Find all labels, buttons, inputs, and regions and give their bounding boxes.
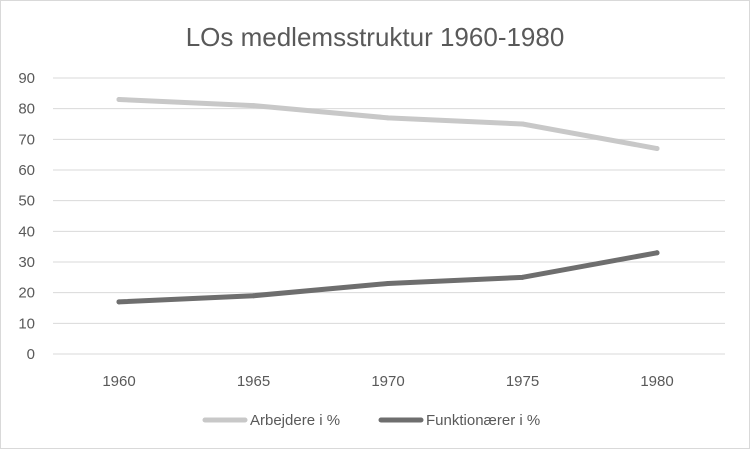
y-tick-label: 50 [18,193,35,210]
series-1-point [385,115,391,121]
series-2-point [385,280,391,286]
legend-label-1: Arbejdere i % [250,412,340,429]
y-tick-label: 90 [18,70,35,87]
x-tick-label: 1970 [371,373,404,390]
series-2-point [654,250,660,256]
x-axis-ticks: 1960 1965 1970 1975 1980 [102,373,673,390]
gridlines [53,77,725,355]
y-tick-label: 70 [18,131,35,148]
series-2-point [251,293,256,299]
series-2-point [116,299,122,305]
y-tick-label: 0 [27,346,35,363]
legend: Arbejdere i % Funktionærer i % [202,412,540,429]
y-axis-ticks: 0 10 20 30 40 50 60 70 80 90 [18,70,35,363]
series-lines [116,96,660,305]
series-1-point [520,121,525,127]
series-line-1 [116,96,660,152]
y-tick-label: 10 [18,315,35,332]
y-tick-label: 60 [18,162,35,179]
series-line-2 [116,250,660,305]
x-tick-label: 1975 [506,373,539,390]
y-tick-label: 40 [18,223,35,240]
chart-title: LOs medlemsstruktur 1960-1980 [186,22,565,52]
y-tick-label: 30 [18,254,35,271]
x-tick-label: 1965 [237,373,270,390]
y-tick-label: 20 [18,285,35,302]
legend-label-2: Funktionærer i % [426,412,540,429]
series-1-point [116,96,122,102]
y-tick-label: 80 [18,101,35,118]
x-tick-label: 1960 [102,373,135,390]
x-tick-label: 1980 [640,373,673,390]
series-1-point [251,103,256,109]
series-2-point [520,274,525,280]
series-1-point [654,146,660,152]
